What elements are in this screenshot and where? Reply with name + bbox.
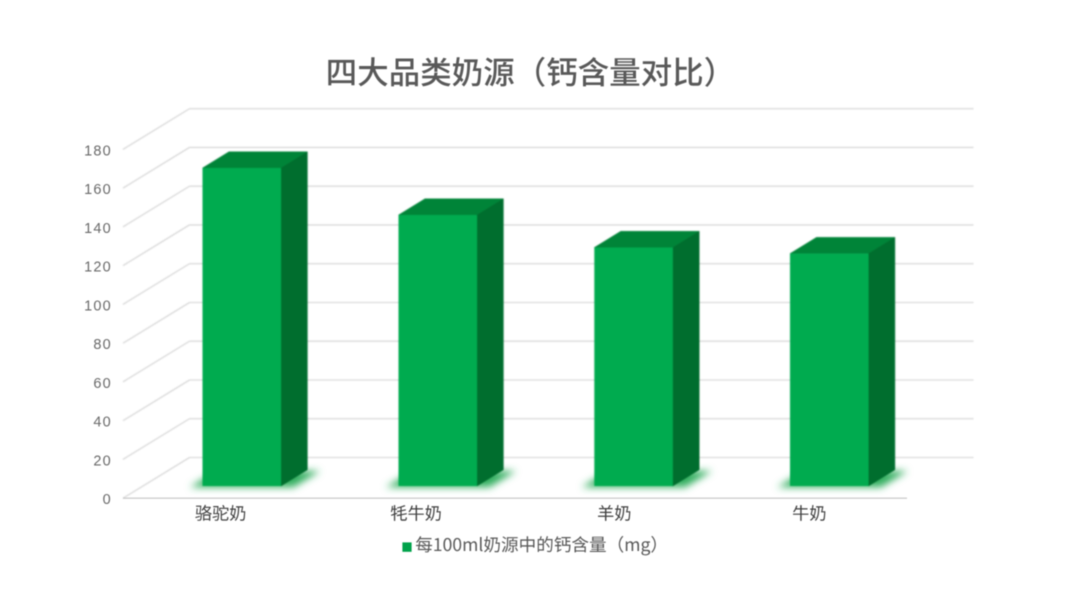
svg-text:20: 20 bbox=[93, 453, 112, 469]
svg-text:180: 180 bbox=[84, 143, 112, 159]
svg-text:60: 60 bbox=[93, 376, 112, 392]
svg-text:140: 140 bbox=[84, 221, 112, 237]
svg-text:40: 40 bbox=[93, 415, 112, 431]
svg-text:100: 100 bbox=[84, 298, 112, 314]
svg-text:120: 120 bbox=[84, 260, 112, 276]
svg-text:0: 0 bbox=[103, 492, 112, 508]
svg-text:80: 80 bbox=[93, 337, 112, 353]
svg-text:160: 160 bbox=[84, 182, 112, 198]
